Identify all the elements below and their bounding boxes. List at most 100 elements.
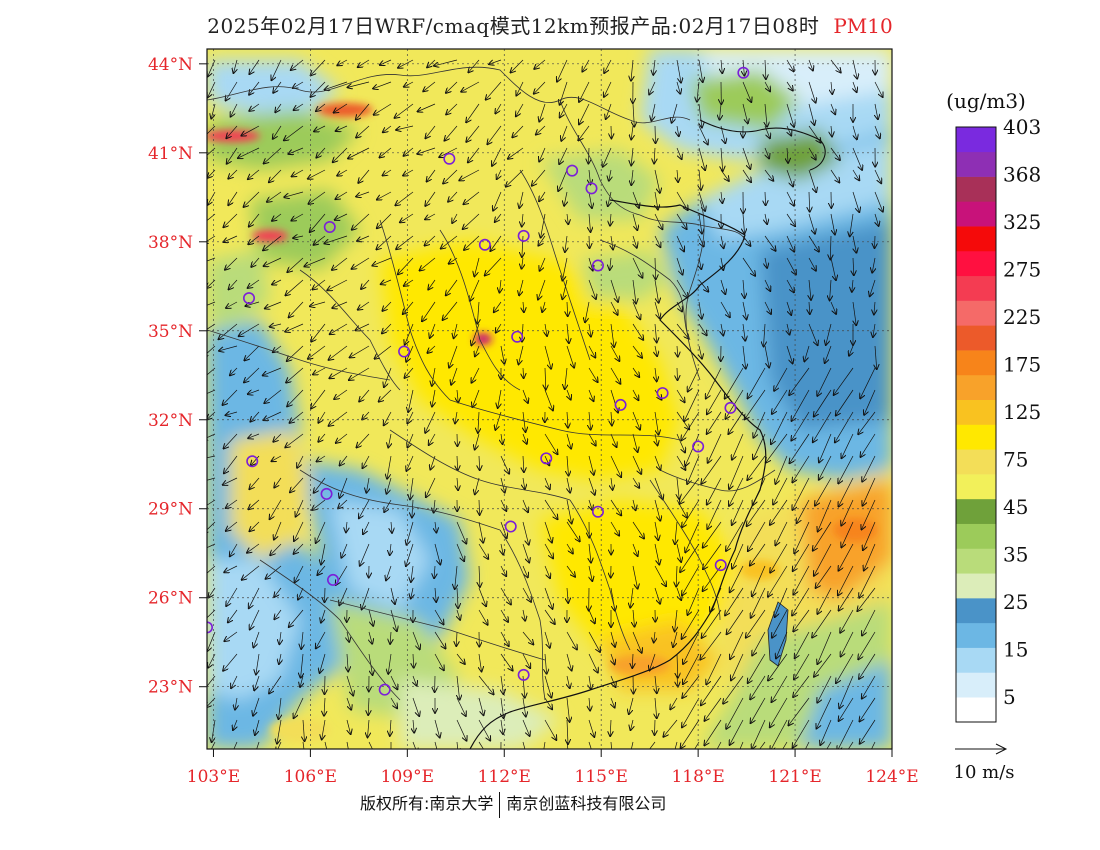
wind-vector [368, 609, 373, 626]
wind-vector [363, 521, 370, 534]
wind-vector [265, 301, 282, 309]
wind-vector [434, 653, 444, 670]
wind-vector [207, 147, 216, 159]
wind-vector [207, 455, 216, 459]
wind-vector [699, 301, 702, 319]
wind-vector [604, 81, 612, 97]
wind-vector [380, 147, 392, 158]
wind-vector [654, 587, 660, 604]
wind-vector [391, 521, 392, 533]
wind-vector [207, 323, 216, 330]
wind-vector [449, 345, 458, 368]
wind-vector [863, 477, 876, 506]
wind-vector [408, 389, 414, 412]
wind-vector [489, 59, 502, 64]
wind-vector [676, 433, 685, 452]
wind-vector [249, 213, 260, 227]
wind-vector [862, 675, 876, 699]
wind-vector [322, 719, 325, 739]
wind-vector [632, 301, 640, 319]
wind-vector [506, 169, 524, 187]
wind-vector [544, 345, 551, 369]
wind-vector [808, 323, 818, 345]
wind-vector [337, 169, 348, 176]
wind-vector [395, 191, 414, 205]
wind-vector [786, 81, 793, 91]
wind-vector [320, 653, 326, 673]
wind-vector [357, 235, 370, 241]
wind-vector [753, 411, 766, 438]
wind-vector [327, 279, 348, 290]
wind-vector [310, 213, 326, 232]
wind-vector [732, 499, 744, 525]
wind-vector [707, 499, 722, 529]
wind-vector [250, 521, 260, 531]
wind-vector [434, 609, 444, 624]
wind-vector [544, 521, 552, 543]
wind-vector [858, 631, 876, 659]
wind-vector [368, 719, 370, 737]
wind-vector [808, 213, 815, 234]
wind-vector [336, 191, 348, 199]
colorbar [955, 126, 997, 723]
wind-vector [495, 411, 502, 430]
wind-vector [765, 147, 769, 158]
wind-vector [251, 455, 260, 465]
wind-vector [219, 323, 238, 339]
wind-vector [478, 719, 490, 741]
wind-vector [288, 147, 304, 154]
wind-vector [457, 609, 460, 620]
wind-vector [384, 367, 392, 387]
wind-vector [388, 433, 391, 447]
wind-vector [317, 455, 326, 462]
wind-vector [610, 257, 611, 270]
colorbar-swatch [956, 548, 996, 574]
wind-vector [797, 499, 810, 523]
wind-vector [380, 59, 392, 65]
station-marker [656, 387, 669, 400]
lon-label: 103°E [187, 767, 240, 787]
wind-vector [752, 631, 766, 655]
wind-vector [687, 455, 700, 484]
colorbar-swatch [956, 127, 996, 153]
wind-vector [567, 455, 569, 476]
wind-vector [286, 279, 304, 295]
wind-vector [338, 499, 348, 508]
station-marker [517, 229, 530, 242]
wind-vector [434, 59, 458, 66]
station-marker [724, 401, 737, 414]
wind-vector [629, 697, 634, 714]
wind-vector [611, 653, 615, 664]
wind-vector [358, 169, 370, 183]
wind-vector [501, 719, 503, 734]
wind-vector [487, 125, 502, 144]
wind-vector [404, 279, 414, 286]
colorbar-label: 403 [1003, 115, 1041, 139]
wind-vector [786, 59, 794, 71]
wind-vector [852, 169, 859, 180]
wind-vector [654, 213, 662, 229]
wind-vector [350, 345, 370, 357]
wind-vector [786, 257, 796, 274]
wind-vector [564, 191, 567, 206]
wind-vector [588, 455, 594, 475]
wind-vector [314, 125, 326, 131]
wind-vector [830, 147, 840, 160]
wind-vector [230, 543, 238, 556]
wind-vector [277, 719, 282, 744]
wind-vector [764, 235, 776, 251]
wind-vector [519, 279, 524, 295]
wind-vector [224, 213, 238, 227]
wind-vector [858, 411, 876, 434]
wind-vector [362, 411, 370, 419]
wind-vector [267, 191, 282, 202]
wind-vector [698, 125, 708, 144]
wind-vector [589, 235, 590, 248]
wind-vector [841, 521, 854, 547]
wind-vector [435, 521, 436, 533]
wind-vector [566, 543, 573, 553]
wind-vector [748, 367, 766, 398]
wind-vector [425, 213, 436, 219]
wind-vector [287, 345, 304, 361]
wind-vector [632, 411, 640, 430]
